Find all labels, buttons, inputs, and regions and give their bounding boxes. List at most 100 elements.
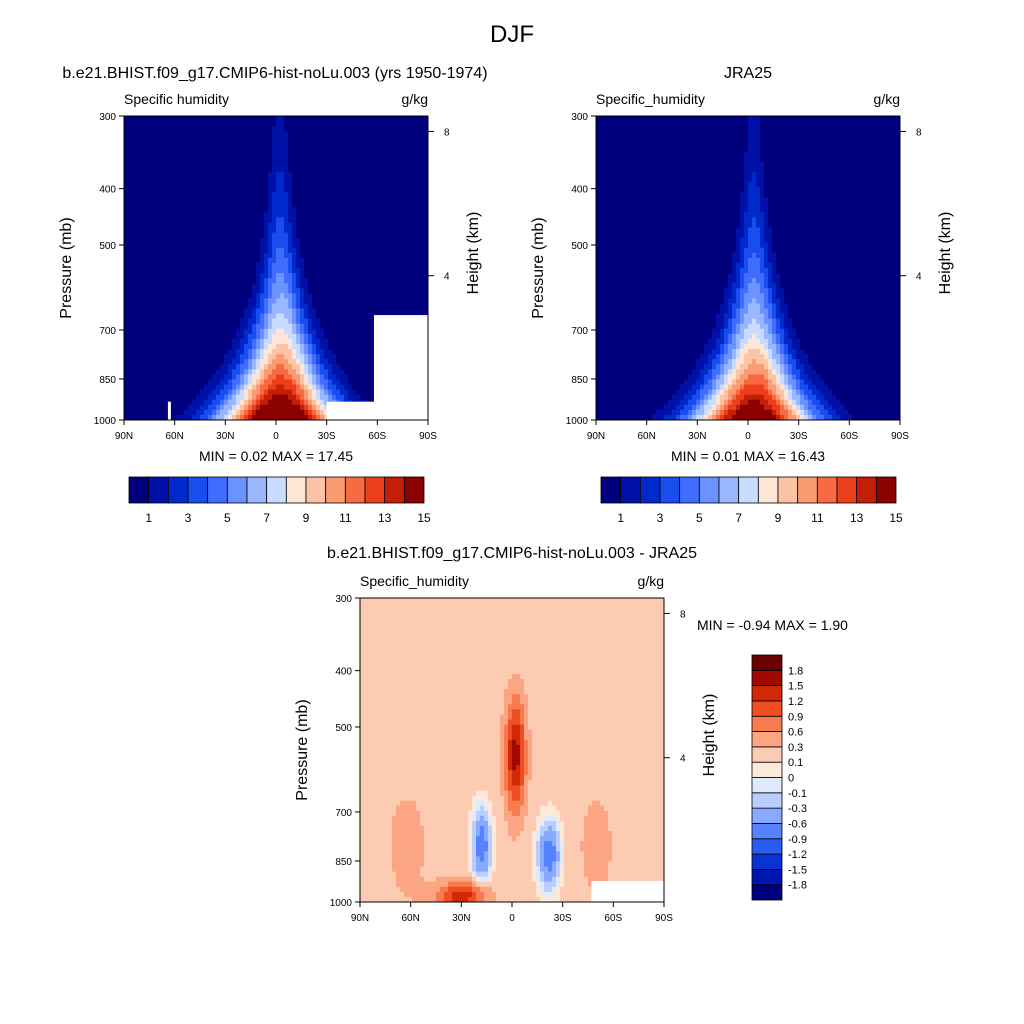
contour-cell (260, 197, 265, 203)
contour-cell (244, 161, 249, 168)
contour-cell (276, 232, 281, 239)
contour-cell (356, 384, 361, 391)
contour-cell (284, 308, 289, 315)
contour-cell (200, 186, 205, 193)
contour-cell (396, 181, 401, 188)
contour-cell (216, 237, 221, 244)
contour-cell (224, 409, 229, 416)
contour-cell (304, 414, 309, 420)
contour-cell (252, 318, 257, 325)
contour-cell (368, 298, 373, 305)
contour-cell (616, 116, 621, 122)
contour-cell (256, 288, 261, 294)
contour-cell (216, 156, 221, 163)
contour-cell (132, 379, 137, 386)
contour-cell (216, 364, 221, 370)
contour-cell (228, 156, 233, 163)
contour-cell (296, 262, 301, 269)
contour-cell (184, 338, 189, 345)
contour-cell (188, 273, 193, 279)
contour-cell (144, 227, 149, 234)
contour-cell (336, 283, 341, 289)
contour-cell (692, 116, 697, 122)
contour-cell (136, 354, 141, 360)
contour-cell (176, 141, 181, 147)
contour-cell (296, 414, 301, 420)
contour-cell (656, 126, 661, 132)
contour-cell (300, 126, 305, 132)
contour-cell (292, 283, 297, 289)
contour-cell (344, 328, 349, 335)
contour-cell (392, 273, 397, 279)
contour-cell (164, 328, 169, 335)
contour-cell (672, 136, 677, 142)
contour-cell (200, 333, 205, 340)
contour-cell (188, 268, 193, 274)
contour-cell (164, 192, 169, 198)
contour-cell (200, 344, 205, 350)
contour-cell (200, 232, 205, 239)
contour-cell (628, 136, 633, 142)
contour-cell (244, 414, 249, 420)
contour-cell (392, 217, 397, 223)
contour-cell (328, 359, 333, 365)
contour-cell (192, 121, 197, 127)
contour-cell (184, 278, 189, 284)
contour-cell (228, 303, 233, 310)
contour-cell (188, 298, 193, 305)
contour-cell (336, 161, 341, 168)
contour-cell (380, 151, 385, 158)
contour-cell (340, 303, 345, 310)
contour-cell (124, 222, 129, 229)
contour-cell (136, 379, 141, 386)
contour-cell (424, 176, 428, 183)
contour-cell (168, 288, 173, 294)
contour-cell (352, 131, 357, 137)
contour-cell (420, 197, 425, 203)
contour-cell (324, 318, 329, 325)
contour-cell (160, 212, 165, 218)
contour-cell (324, 171, 329, 178)
contour-cell (148, 389, 153, 396)
contour-cell (352, 374, 357, 381)
contour-cell (180, 318, 185, 325)
contour-cell (204, 374, 209, 381)
colorbar-box (384, 476, 405, 504)
contour-cell (252, 207, 257, 213)
contour-cell (212, 116, 217, 122)
contour-cell (136, 227, 141, 234)
contour-cell (252, 273, 257, 279)
contour-cell (228, 136, 233, 142)
contour-cell (300, 257, 305, 264)
contour-cell (224, 207, 229, 213)
contour-cell (384, 273, 389, 279)
contour-cell (164, 186, 169, 193)
contour-cell (348, 176, 353, 183)
contour-cell (280, 389, 285, 396)
contour-cell (380, 161, 385, 168)
contour-cell (396, 283, 401, 289)
contour-cell (264, 328, 269, 335)
contour-cell (244, 273, 249, 279)
contour-cell (340, 257, 345, 264)
contour-cell (248, 328, 253, 335)
contour-cell (348, 354, 353, 360)
contour-cell (260, 369, 265, 375)
contour-cell (156, 192, 161, 198)
contour-cell (208, 252, 213, 259)
contour-cell (816, 116, 821, 122)
contour-cell (236, 333, 241, 340)
contour-cell (240, 338, 245, 345)
contour-cell (280, 344, 285, 350)
contour-cell (160, 197, 165, 203)
contour-cell (364, 151, 369, 158)
contour-cell (356, 242, 361, 249)
colorbar-label: 11 (339, 511, 352, 525)
contour-cell (420, 288, 425, 294)
contour-cell (248, 227, 253, 234)
contour-cell (148, 176, 153, 183)
contour-cell (200, 328, 205, 335)
contour-cell (232, 186, 237, 193)
contour-cell (164, 217, 169, 223)
contour-cell (280, 197, 285, 203)
